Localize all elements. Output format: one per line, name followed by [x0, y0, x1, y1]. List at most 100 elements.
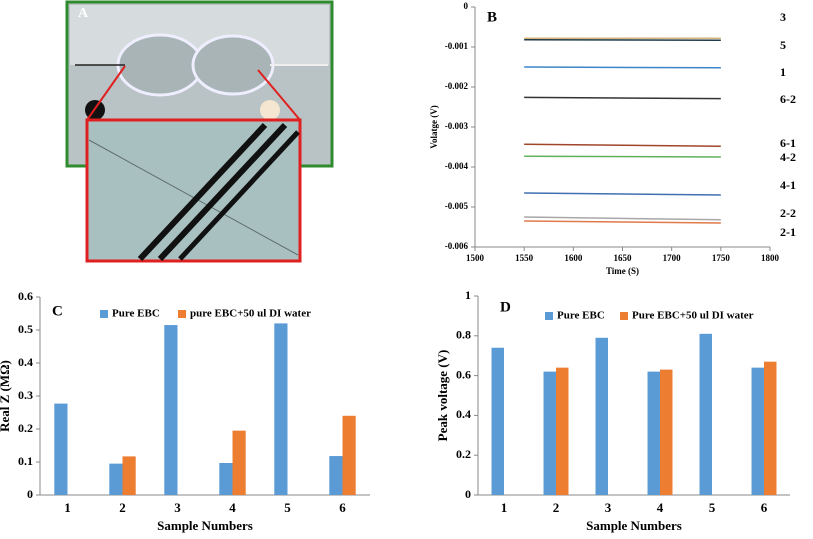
- x-tick-label: 5: [284, 500, 291, 515]
- electrode: [137, 122, 268, 262]
- y-axis-title: Volatge (V): [429, 105, 439, 148]
- y-tick-label: 0: [464, 1, 469, 11]
- legend-swatch: [178, 310, 186, 318]
- bar: [764, 361, 777, 495]
- panel-label: A: [78, 6, 89, 21]
- y-tick-label: 0: [465, 487, 471, 501]
- bar: [122, 456, 136, 495]
- y-tick-label: 0.6: [18, 289, 33, 303]
- line: [524, 143, 721, 147]
- y-tick-label: 1: [465, 288, 471, 302]
- line: [524, 220, 721, 224]
- x-axis-title: Sample Numbers: [157, 518, 253, 533]
- line: [524, 155, 721, 158]
- series-label: 4-1: [780, 178, 796, 192]
- legend-label: Pure EBC: [112, 308, 160, 320]
- bar: [342, 415, 356, 495]
- electrode: [157, 122, 288, 262]
- x-tick-label: 2: [553, 500, 560, 515]
- y-axis-title: Peak voltage (V): [435, 350, 450, 442]
- y-tick-label: 0.1: [18, 454, 33, 468]
- series-label: 2-1: [780, 225, 796, 239]
- y-tick-label: 0.8: [456, 328, 471, 342]
- series-label: 3: [780, 10, 786, 24]
- chamber: [191, 34, 275, 96]
- y-tick-label: 0: [27, 487, 33, 501]
- y-axis-title: Real Z (MΩ): [0, 360, 12, 432]
- line: [524, 66, 721, 69]
- x-tick-label: 1550: [515, 253, 534, 263]
- x-tick-label: 3: [174, 500, 181, 515]
- bar: [699, 333, 712, 495]
- x-tick-label: 1600: [564, 253, 583, 263]
- y-tick-label: 0.4: [456, 407, 471, 421]
- series-label: 2-2: [780, 206, 796, 220]
- x-axis-title: Sample Numbers: [586, 518, 682, 533]
- x-tick-label: 1700: [663, 253, 682, 263]
- legend-swatch: [620, 312, 628, 320]
- legend-label: Pure EBC: [557, 310, 605, 322]
- bar: [491, 347, 504, 495]
- bar: [232, 430, 246, 495]
- panel-label: D: [500, 299, 511, 315]
- zoom-line: [86, 65, 126, 121]
- zoom-line: [257, 69, 301, 121]
- y-tick-label: 0.6: [456, 367, 471, 381]
- bar: [274, 323, 288, 495]
- y-tick-label: -0.004: [445, 161, 469, 171]
- x-tick-label: 4: [229, 500, 236, 515]
- y-tick-label: 0.3: [18, 388, 33, 402]
- line: [524, 216, 721, 221]
- bar: [543, 371, 556, 495]
- dot: [260, 100, 280, 120]
- bar: [54, 403, 68, 495]
- bar: [329, 456, 343, 495]
- bar: [556, 367, 569, 495]
- bar: [660, 369, 673, 495]
- legend-label: Pure EBC+50 ul DI water: [632, 310, 754, 322]
- y-tick-label: 0.2: [456, 447, 471, 461]
- bar: [164, 325, 178, 495]
- line: [524, 192, 721, 196]
- panel-label: C: [52, 303, 63, 319]
- bar: [595, 337, 608, 495]
- y-tick-label: 0.5: [18, 322, 33, 336]
- y-tick-label: -0.006: [445, 241, 469, 251]
- bar: [751, 367, 764, 495]
- x-tick-label: 6: [339, 500, 346, 515]
- x-tick-label: 1800: [761, 253, 780, 263]
- y-tick-label: -0.001: [445, 41, 469, 51]
- series-label: 6-1: [780, 136, 796, 150]
- legend-label: pure EBC+50 ul DI water: [190, 308, 311, 320]
- electrode: [178, 130, 300, 261]
- line: [524, 96, 721, 100]
- bar: [109, 463, 123, 495]
- x-tick-label: 4: [657, 500, 664, 515]
- x-tick-label: 6: [761, 500, 768, 515]
- x-tick-label: 2: [119, 500, 126, 515]
- y-tick-label: 0.2: [18, 421, 33, 435]
- x-tick-label: 3: [605, 500, 612, 515]
- x-tick-label: 1750: [712, 253, 731, 263]
- y-tick-label: 0.4: [18, 355, 33, 369]
- bar: [219, 462, 233, 495]
- x-tick-label: 1: [64, 500, 71, 515]
- bar: [647, 371, 660, 495]
- x-tick-label: 5: [709, 500, 716, 515]
- y-tick-label: -0.003: [445, 121, 469, 131]
- legend-swatch: [545, 312, 553, 320]
- series-label: 1: [780, 65, 786, 79]
- chamber: [116, 33, 204, 97]
- x-tick-label: 1: [501, 500, 508, 515]
- photo-panel: A: [65, 0, 334, 263]
- y-tick-label: -0.002: [445, 81, 469, 91]
- series-label: 6-2: [780, 92, 796, 106]
- x-tick-label: 1650: [614, 253, 633, 263]
- legend-swatch: [100, 310, 108, 318]
- panel-label: B: [487, 9, 497, 25]
- series-label: 4-2: [780, 150, 796, 164]
- series-label: 5: [780, 38, 786, 52]
- y-tick-label: -0.005: [445, 201, 469, 211]
- x-axis-title: Time (S): [606, 266, 639, 276]
